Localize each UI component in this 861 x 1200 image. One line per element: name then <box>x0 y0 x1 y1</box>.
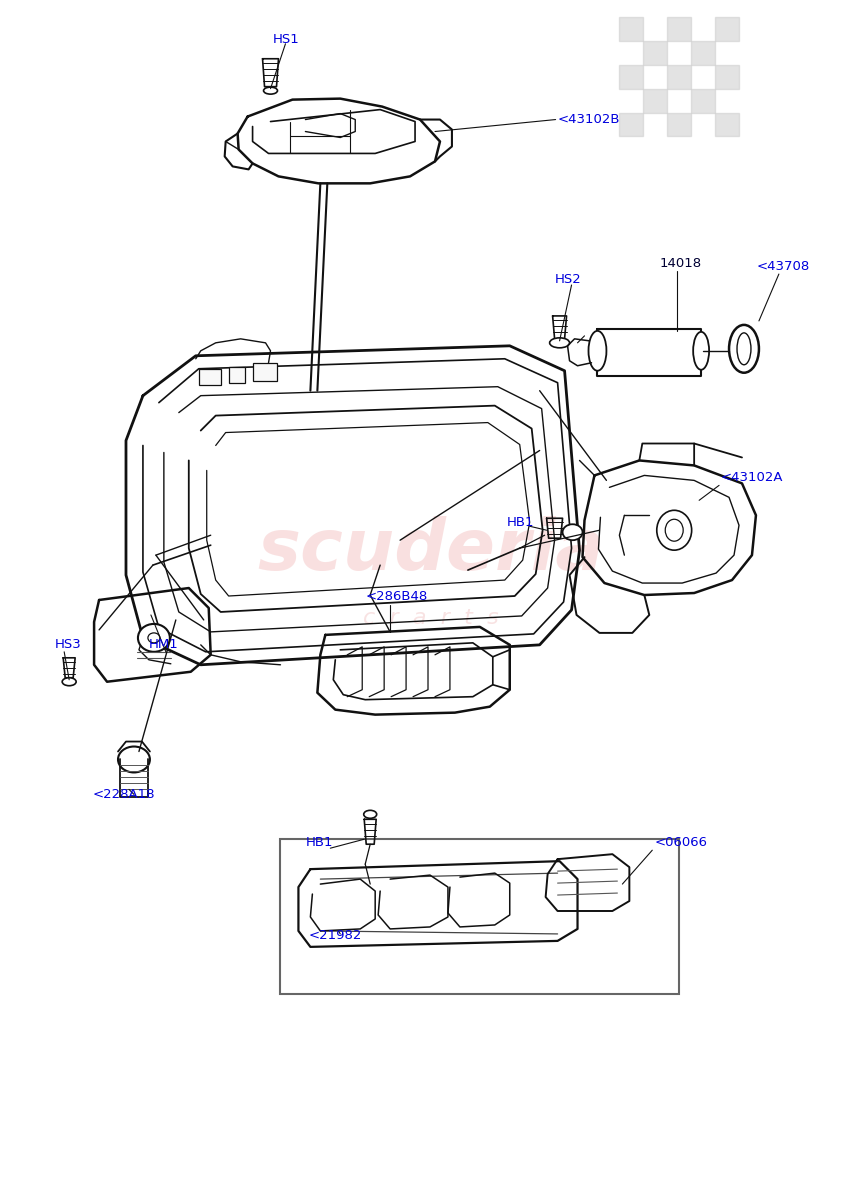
Text: HM1: HM1 <box>149 638 178 652</box>
Ellipse shape <box>656 510 691 550</box>
Text: 14018: 14018 <box>659 257 701 270</box>
Ellipse shape <box>549 338 569 348</box>
Text: HB1: HB1 <box>506 516 534 529</box>
Text: <21982: <21982 <box>308 930 362 942</box>
Text: HS2: HS2 <box>554 272 580 286</box>
Ellipse shape <box>148 632 159 643</box>
Ellipse shape <box>118 746 150 773</box>
Text: HS3: HS3 <box>55 638 82 652</box>
Text: HS1: HS1 <box>272 34 299 47</box>
Bar <box>619 17 642 41</box>
Ellipse shape <box>138 624 170 652</box>
Ellipse shape <box>62 678 76 685</box>
Bar <box>715 17 738 41</box>
Text: <43708: <43708 <box>756 259 809 272</box>
Bar <box>715 113 738 137</box>
Text: scuderia: scuderia <box>257 516 604 584</box>
Ellipse shape <box>736 332 750 365</box>
Text: <228A18: <228A18 <box>93 788 156 800</box>
Bar <box>691 41 715 65</box>
Text: c  r  a  r  t  s: c r a r t s <box>362 608 499 628</box>
Bar <box>691 89 715 113</box>
Text: <06066: <06066 <box>653 835 707 848</box>
Text: <43102A: <43102A <box>720 470 783 484</box>
Bar <box>228 367 245 383</box>
Ellipse shape <box>263 88 277 94</box>
Text: <286B48: <286B48 <box>365 589 427 602</box>
Bar <box>666 113 691 137</box>
Ellipse shape <box>692 332 709 370</box>
Bar <box>666 17 691 41</box>
Bar <box>619 65 642 89</box>
Bar <box>619 113 642 137</box>
Text: HB1: HB1 <box>305 835 332 848</box>
Bar <box>199 368 220 385</box>
Ellipse shape <box>562 524 582 540</box>
Bar <box>666 65 691 89</box>
Ellipse shape <box>588 331 606 371</box>
Ellipse shape <box>665 520 683 541</box>
Text: <43102B: <43102B <box>557 113 619 126</box>
Bar <box>642 89 666 113</box>
Bar <box>715 65 738 89</box>
Ellipse shape <box>363 810 376 818</box>
Ellipse shape <box>728 325 758 373</box>
Bar <box>642 41 666 65</box>
Bar <box>252 362 277 380</box>
Bar <box>280 839 678 994</box>
